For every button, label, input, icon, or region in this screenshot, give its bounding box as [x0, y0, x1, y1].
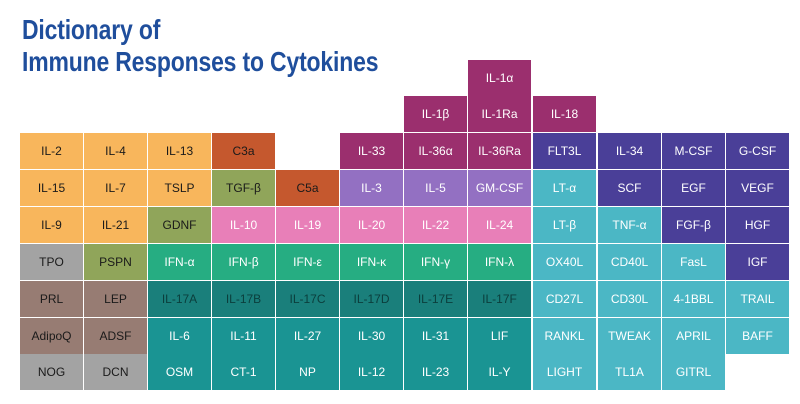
cytokine-cell: IL-4: [84, 133, 147, 169]
cytokine-cell: PRL: [20, 281, 83, 317]
cytokine-cell: IL-7: [84, 170, 147, 206]
cytokine-cell: IL-19: [276, 207, 339, 243]
cytokine-cell: IL-1α: [468, 60, 531, 96]
cytokine-cell: PSPN: [84, 244, 147, 280]
page-title: Dictionary of Immune Responses to Cytoki…: [22, 14, 378, 78]
cytokine-cell: M-CSF: [662, 133, 725, 169]
cytokine-cell: CD27L: [533, 281, 596, 317]
cytokine-cell: EGF: [662, 170, 725, 206]
cytokine-cell: IL-17E: [404, 281, 467, 317]
cytokine-cell: AdipoQ: [20, 318, 83, 354]
cytokine-cell: BAFF: [726, 318, 789, 354]
cytokine-cell: IL-22: [404, 207, 467, 243]
title-line-2: Immune Responses to Cytokines: [22, 46, 379, 77]
cytokine-cell: G-CSF: [726, 133, 789, 169]
cytokine-cell: IL-17F: [468, 281, 531, 317]
cytokine-cell: LEP: [84, 281, 147, 317]
cytokine-cell: IL-2: [20, 133, 83, 169]
cytokine-cell: TSLP: [148, 170, 211, 206]
cytokine-cell: IL-21: [84, 207, 147, 243]
cytokine-cell: TWEAK: [598, 318, 661, 354]
cytokine-cell: IL-11: [212, 318, 275, 354]
title-line-1: Dictionary of: [22, 14, 161, 45]
cytokine-cell: CT-1: [212, 354, 275, 390]
cytokine-cell: C5a: [276, 170, 339, 206]
cytokine-cell: LIGHT: [533, 354, 596, 390]
cytokine-cell: DCN: [84, 354, 147, 390]
cytokine-cell: IL-18: [533, 96, 596, 132]
cytokine-cell: TGF-β: [212, 170, 275, 206]
cytokine-cell: RANKL: [533, 318, 596, 354]
cytokine-cell: LT-β: [533, 207, 596, 243]
cytokine-cell: IL-1Ra: [468, 96, 531, 132]
cytokine-cell: IGF: [726, 244, 789, 280]
cytokine-cell: IL-1β: [404, 96, 467, 132]
cytokine-cell: TRAIL: [726, 281, 789, 317]
cytokine-cell: IFN-γ: [404, 244, 467, 280]
cytokine-cell: IL-23: [404, 354, 467, 390]
cytokine-cell: IL-9: [20, 207, 83, 243]
cytokine-cell: LT-α: [533, 170, 596, 206]
cytokine-cell: CD30L: [598, 281, 661, 317]
cytokine-cell: VEGF: [726, 170, 789, 206]
cytokine-cell: TPO: [20, 244, 83, 280]
cytokine-cell: IL-3: [340, 170, 403, 206]
cytokine-cell: HGF: [726, 207, 789, 243]
cytokine-cell: IL-17C: [276, 281, 339, 317]
cytokine-cell: GM-CSF: [468, 170, 531, 206]
cytokine-cell: IL-12: [340, 354, 403, 390]
cytokine-cell: IL-17B: [212, 281, 275, 317]
cytokine-cell: IL-15: [20, 170, 83, 206]
cytokine-cell: IFN-α: [148, 244, 211, 280]
cytokine-cell: FasL: [662, 244, 725, 280]
cytokine-cell: IFN-κ: [340, 244, 403, 280]
cytokine-cell: LIF: [468, 318, 531, 354]
cytokine-cell: TL1A: [598, 354, 661, 390]
cytokine-cell: IL-31: [404, 318, 467, 354]
cytokine-cell: IL-5: [404, 170, 467, 206]
cytokine-cell: CD40L: [598, 244, 661, 280]
cytokine-cell: APRIL: [662, 318, 725, 354]
cytokine-cell: IFN-λ: [468, 244, 531, 280]
cytokine-cell: IL-20: [340, 207, 403, 243]
cytokine-cell: IFN-β: [212, 244, 275, 280]
cytokine-cell: IL-17A: [148, 281, 211, 317]
cytokine-cell: TNF-α: [598, 207, 661, 243]
cytokine-cell: IL-36α: [404, 133, 467, 169]
cytokine-cell: IL-6: [148, 318, 211, 354]
cytokine-cell: NOG: [20, 354, 83, 390]
cytokine-cell: FGF-β: [662, 207, 725, 243]
cytokine-cell: NP: [276, 354, 339, 390]
cytokine-cell: IL-27: [276, 318, 339, 354]
cytokine-cell: FLT3L: [533, 133, 596, 169]
cytokine-cell: IL-24: [468, 207, 531, 243]
cytokine-cell: OX40L: [533, 244, 596, 280]
cytokine-cell: ADSF: [84, 318, 147, 354]
cytokine-cell: IL-34: [598, 133, 661, 169]
cytokine-cell: IL-10: [212, 207, 275, 243]
cytokine-cell: IL-13: [148, 133, 211, 169]
cytokine-cell: IFN-ε: [276, 244, 339, 280]
cytokine-cell: SCF: [598, 170, 661, 206]
cytokine-cell: IL-17D: [340, 281, 403, 317]
cytokine-cell: IL-30: [340, 318, 403, 354]
cytokine-cell: IL-36Ra: [468, 133, 531, 169]
cytokine-cell: IL-33: [340, 133, 403, 169]
cytokine-cell: OSM: [148, 354, 211, 390]
cytokine-cell: IL-Y: [468, 354, 531, 390]
cytokine-cell: 4-1BBL: [662, 281, 725, 317]
cytokine-cell: GDNF: [148, 207, 211, 243]
cytokine-cell: GITRL: [662, 354, 725, 390]
cytokine-cell: C3a: [212, 133, 275, 169]
